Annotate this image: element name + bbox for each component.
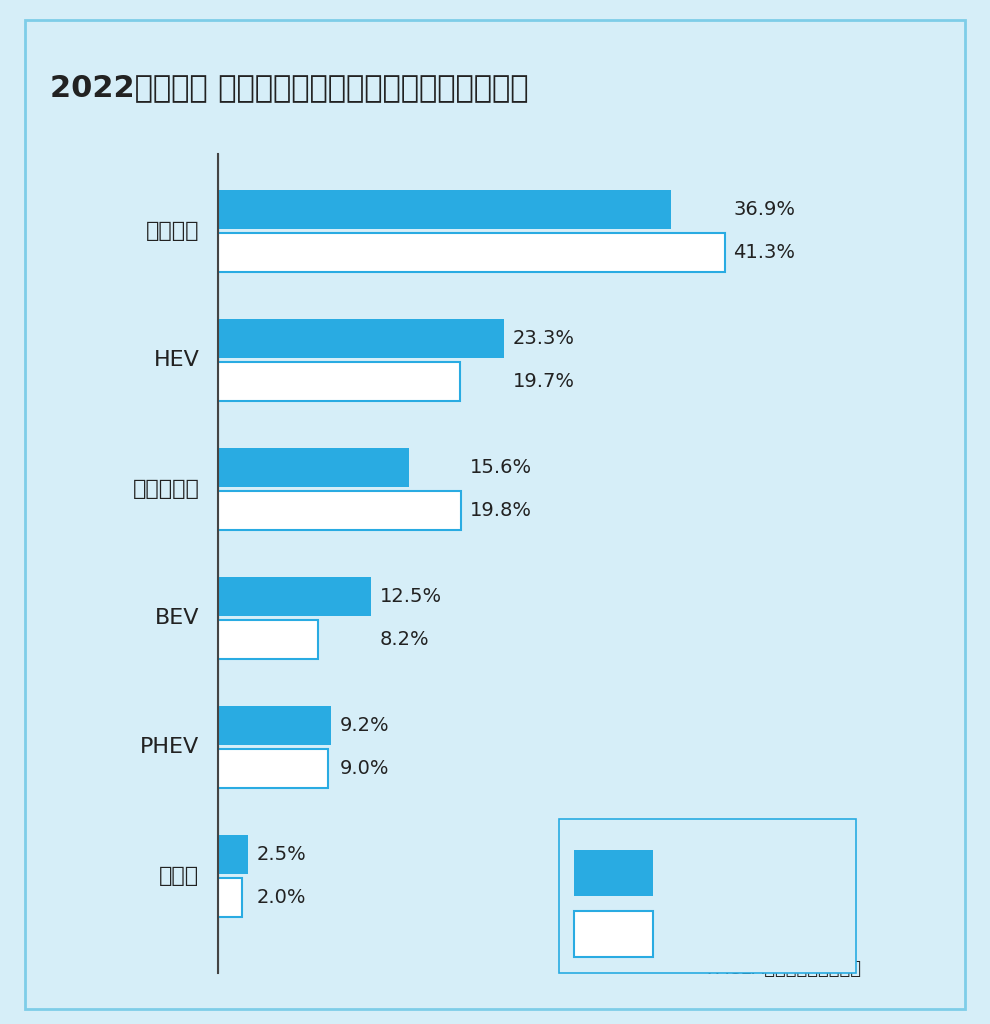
- Bar: [218, 232, 725, 271]
- Text: 12.5%: 12.5%: [380, 587, 442, 606]
- Bar: [218, 620, 319, 658]
- Text: ※ACEAの資料をもとに作成: ※ACEAの資料をもとに作成: [701, 959, 861, 978]
- Text: HEV: HEV: [153, 350, 199, 370]
- Text: 19.7%: 19.7%: [513, 372, 574, 391]
- Bar: [218, 749, 329, 787]
- Text: 9.0%: 9.0%: [340, 759, 389, 778]
- Bar: [218, 319, 504, 358]
- Text: 2022年上半期: 2022年上半期: [673, 855, 776, 876]
- Text: 41.3%: 41.3%: [734, 243, 795, 262]
- Text: PHEV: PHEV: [141, 737, 199, 757]
- Text: 2021年上半期: 2021年上半期: [673, 925, 776, 944]
- Bar: [218, 449, 409, 487]
- Text: 2.0%: 2.0%: [257, 888, 307, 907]
- Text: 2022年上半期 欧州市場のパワートレーン別販売比率: 2022年上半期 欧州市場のパワートレーン別販売比率: [50, 74, 528, 102]
- Bar: [218, 707, 331, 745]
- Text: 2.5%: 2.5%: [257, 845, 307, 864]
- Text: 8.2%: 8.2%: [380, 630, 430, 649]
- Text: ディーゼル: ディーゼル: [133, 479, 199, 499]
- Text: 9.2%: 9.2%: [340, 716, 389, 735]
- Text: ガソリン: ガソリン: [146, 221, 199, 241]
- Bar: [218, 361, 459, 400]
- Text: BEV: BEV: [154, 608, 199, 628]
- Bar: [218, 578, 371, 616]
- Bar: [218, 836, 248, 874]
- Text: 36.9%: 36.9%: [734, 201, 795, 219]
- Bar: [218, 490, 461, 529]
- Text: 19.8%: 19.8%: [469, 501, 532, 520]
- Text: 23.3%: 23.3%: [513, 330, 574, 348]
- Text: その他: その他: [159, 866, 199, 886]
- Bar: [218, 190, 671, 229]
- Text: 15.6%: 15.6%: [469, 458, 532, 477]
- Bar: [218, 878, 243, 916]
